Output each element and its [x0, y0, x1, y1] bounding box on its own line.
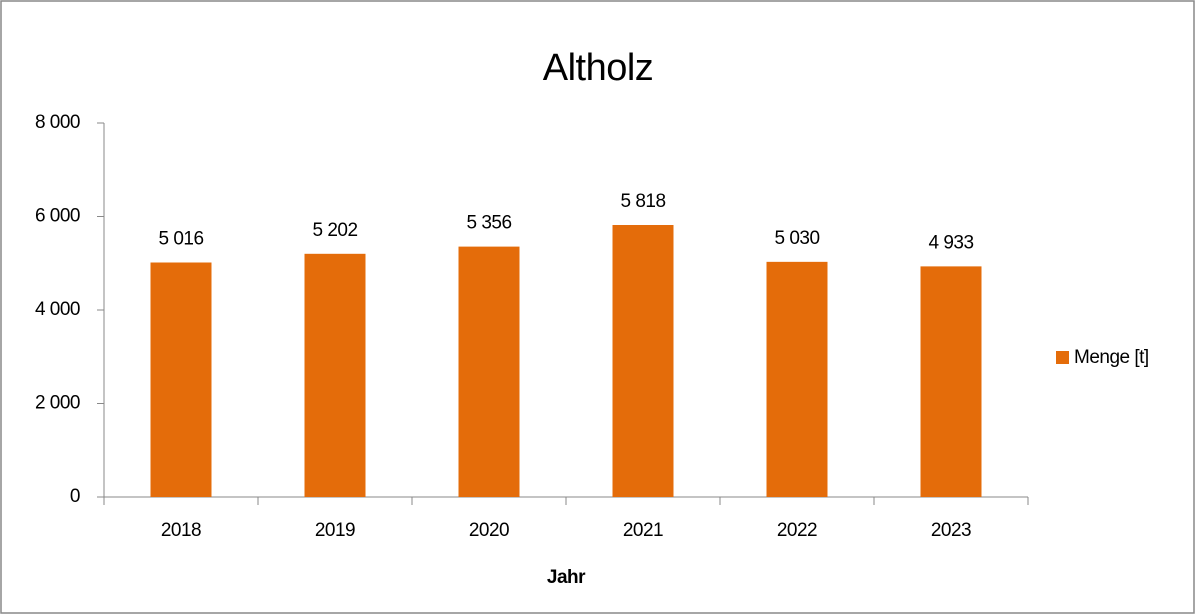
- x-tick-label: 2018: [161, 520, 201, 541]
- legend-swatch: [1056, 351, 1069, 364]
- bar: [150, 262, 212, 497]
- y-tick-label: 0: [70, 486, 80, 507]
- x-axis-label: Jahr: [547, 567, 586, 588]
- bar: [766, 261, 828, 497]
- value-label: 5 818: [620, 191, 665, 212]
- x-tick-label: 2022: [777, 520, 817, 541]
- value-label: 5 030: [774, 228, 819, 249]
- value-label: 5 356: [466, 213, 511, 234]
- bar: [920, 266, 982, 497]
- x-tick-label: 2021: [623, 520, 663, 541]
- bar: [304, 253, 366, 497]
- x-tick-label: 2023: [931, 520, 971, 541]
- chart-title: Altholz: [543, 47, 654, 89]
- legend-label: Menge [t]: [1074, 347, 1149, 368]
- y-tick-label: 2 000: [35, 393, 80, 414]
- y-tick-label: 4 000: [35, 299, 80, 320]
- bar: [612, 225, 674, 498]
- value-label: 4 933: [928, 232, 973, 253]
- value-label: 5 016: [158, 229, 203, 250]
- y-tick-label: 8 000: [35, 112, 80, 133]
- x-tick-label: 2019: [315, 520, 355, 541]
- y-tick-label: 6 000: [35, 206, 80, 227]
- bar: [458, 246, 520, 497]
- value-label: 5 202: [312, 220, 357, 241]
- x-tick-label: 2020: [469, 520, 509, 541]
